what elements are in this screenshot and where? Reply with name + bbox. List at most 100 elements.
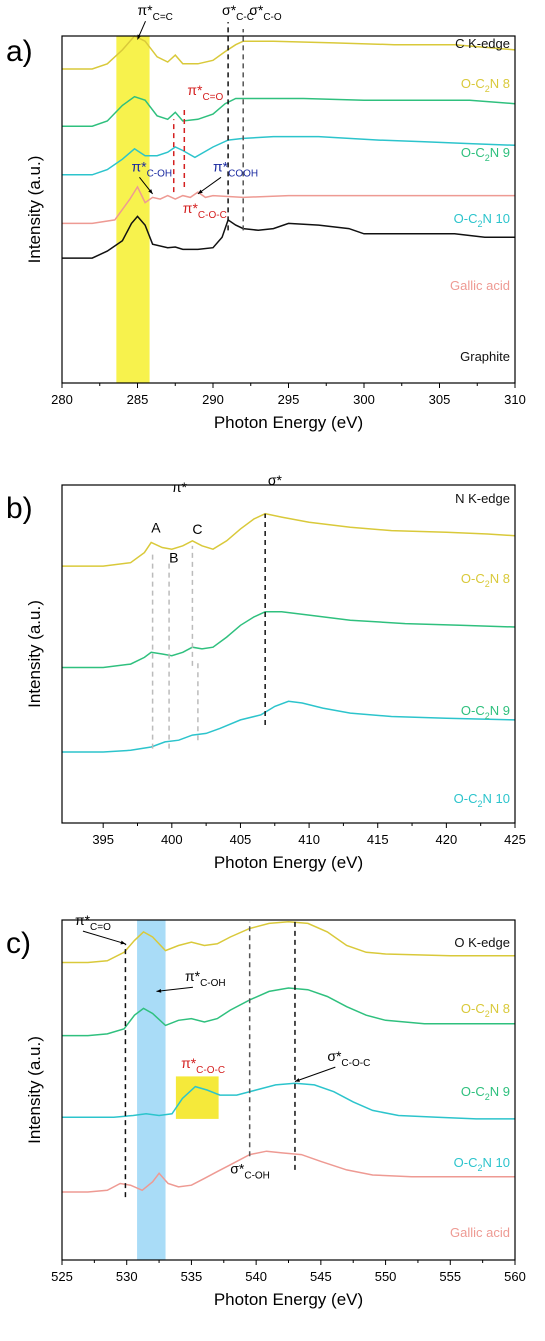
x-tick-label: 290 [202, 392, 224, 407]
peak-annotation-c-oh-base: π* [185, 968, 201, 984]
curve-label-o-c-n-9-part2: N 9 [490, 1084, 510, 1099]
curve-label-o-c-n-8-part1: O-C [461, 1001, 485, 1016]
x-tick-label: 410 [298, 832, 320, 847]
peak-annotation-a2-base: A [151, 519, 161, 535]
series-line-o-c-n-9 [62, 611, 516, 669]
x-tick-label: 300 [353, 392, 375, 407]
x-tick-label: 550 [375, 1269, 397, 1284]
highlight-band [116, 36, 150, 383]
peak-annotation-c-c-base: σ* [222, 2, 237, 18]
curve-label-o-c-n-9: O-C2N 9 [461, 145, 510, 163]
x-tick-label: 540 [245, 1269, 267, 1284]
curve-label-o-c-n-10-subscript: 2 [478, 799, 483, 809]
x-tick-label: 285 [127, 392, 149, 407]
curve-label-o-c-n-9-subscript: 2 [485, 1092, 490, 1102]
y-axis-label: Intensity (a.u.) [25, 600, 44, 708]
x-axis-label: Photon Energy (eV) [214, 853, 363, 872]
curve-label-o-c-n-10: O-C2N 10 [454, 1155, 510, 1173]
peak-annotation-c-o-c-base: π* [181, 1055, 197, 1071]
series-line-o-c-n-8 [62, 512, 516, 567]
peak-annotation-c-c-sub: C-C [236, 12, 254, 23]
curve-label-o-c-n-10: O-C2N 10 [454, 791, 510, 809]
y-axis-label: Intensity (a.u.) [25, 156, 44, 264]
highlight-band [137, 920, 166, 1260]
x-tick-label: 280 [51, 392, 73, 407]
curve-label-o-c-n-9-subscript: 2 [485, 153, 490, 163]
curve-label-o-c-n-8-part1: O-C [461, 571, 485, 586]
peak-annotation-c-o-c-sub: C-O-C [198, 210, 227, 221]
panel-letter: c) [6, 927, 31, 960]
x-tick-label: 405 [230, 832, 252, 847]
curve-label-o-c-n-9-part2: N 9 [490, 145, 510, 160]
curve-label-o-c-n-8: O-C2N 8 [461, 76, 510, 94]
curve-label-o-c-n-8-part2: N 8 [490, 571, 510, 586]
peak-annotation-c-o-sub: C=O [90, 922, 111, 933]
x-tick-label: 420 [436, 832, 458, 847]
series-line-graphite [62, 215, 515, 259]
curve-label-o-c-n-10-part1: O-C [454, 1155, 478, 1170]
series-line-o-c-n-10 [62, 700, 516, 753]
curve-label-graphite: Graphite [460, 349, 510, 364]
peak-annotation-c-o-c: π*C-O-C [183, 200, 227, 221]
peak-annotation-c-o-c: σ*C-O-C [327, 1048, 370, 1069]
x-tick-label: 525 [51, 1269, 73, 1284]
peak-annotation-1-base: σ* [268, 472, 283, 488]
curve-label-o-k-edge: O K-edge [454, 935, 510, 950]
curve-label-o-c-n-8-part2: N 8 [490, 76, 510, 91]
peak-annotation-a2: A [151, 519, 161, 535]
curve-label-o-c-n-10-part1: O-C [454, 211, 478, 226]
chart-panel-b: 395 400 405 410 415 420 425 Photon Energy (eV) I… [6, 472, 526, 872]
peak-annotation-c-o: σ*C-O [249, 2, 282, 23]
plot-frame [61, 484, 516, 824]
peak-annotation-cooh: π*COOH [213, 158, 258, 179]
peak-annotation-b3: B [169, 550, 178, 566]
curve-label-o-c-n-9-part1: O-C [461, 145, 485, 160]
x-tick-label: 545 [310, 1269, 332, 1284]
x-tick-label: 415 [367, 832, 389, 847]
peak-annotation-c-c-sub: C=C [153, 12, 173, 23]
curve-label-o-c-n-10-subscript: 2 [478, 1163, 483, 1173]
x-tick-label: 295 [278, 392, 300, 407]
x-axis-label: Photon Energy (eV) [214, 413, 363, 432]
curve-label-o-c-n-8-subscript: 2 [485, 579, 490, 589]
curve-label-o-c-n-10-part2: N 10 [483, 791, 510, 806]
peak-annotation-cooh-base: π* [213, 158, 229, 174]
curve-label-o-c-n-9: O-C2N 9 [461, 1084, 510, 1102]
x-tick-label: 425 [504, 832, 526, 847]
curve-label-gallic-acid: Gallic acid [450, 1225, 510, 1240]
peak-annotation-c-o-c: π*C-O-C [181, 1055, 225, 1076]
curve-label-c-k-edge: C K-edge [455, 36, 510, 51]
x-tick-label: 305 [429, 392, 451, 407]
annotation-arrowhead [148, 189, 153, 194]
peak-annotation-c-o-c-base: π* [183, 200, 199, 216]
series-line-o-c-n-8 [62, 35, 516, 70]
peak-annotation-c-oh-base: π* [131, 158, 147, 174]
panel-letter: b) [6, 492, 33, 525]
peak-annotation-c-o-base: π* [75, 912, 91, 928]
peak-annotation-c-c: π*C=C [138, 2, 173, 23]
curve-label-o-c-n-9: O-C2N 9 [461, 703, 510, 721]
peak-annotation-c-oh-base: σ* [230, 1160, 245, 1176]
peak-annotation-c-oh-sub: C-OH [200, 978, 226, 989]
curve-label-o-c-n-8-part1: O-C [461, 76, 485, 91]
curve-label-o-c-n-10: O-C2N 10 [454, 211, 510, 229]
curve-label-gallic-acid: Gallic acid [450, 278, 510, 293]
series-line-o-c-n-9 [62, 987, 515, 1037]
curve-label-o-c-n-8: O-C2N 8 [461, 1001, 510, 1019]
x-tick-label: 400 [161, 832, 183, 847]
peak-annotation-0: π* [172, 479, 188, 495]
peak-annotation-c-c-base: π* [138, 2, 154, 18]
x-tick-label: 310 [504, 392, 526, 407]
curve-label-n-k-edge: N K-edge [455, 491, 510, 506]
peak-annotation-c-oh: σ*C-OH [230, 1160, 270, 1181]
peak-annotation-cooh-sub: COOH [228, 168, 258, 179]
chart-panel-c: 525 530 535 540 545 550 555 560 Photon Energy (e… [6, 912, 526, 1309]
peak-annotation-c-o-sub: C=O [202, 92, 223, 103]
panel-letter: a) [6, 35, 33, 68]
curve-label-o-c-n-10-subscript: 2 [478, 219, 483, 229]
peak-annotation-c-oh: π*C-OH [131, 158, 172, 179]
annotation-arrowhead [137, 34, 142, 40]
annotation-arrowhead [156, 988, 162, 993]
peak-annotation-0-base: π* [172, 479, 188, 495]
